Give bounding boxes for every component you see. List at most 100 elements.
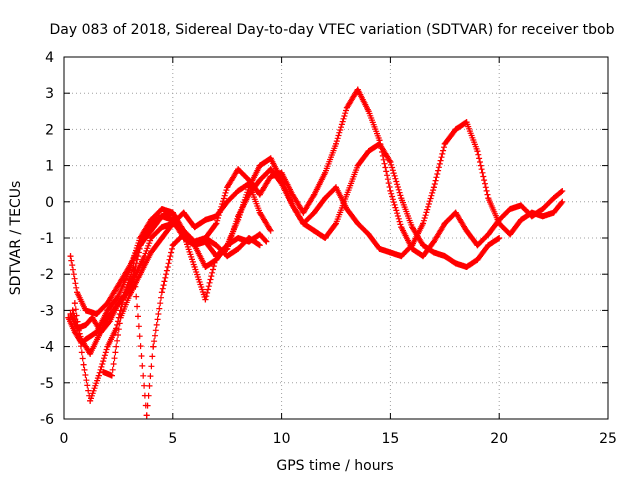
data-point	[398, 253, 405, 260]
data-point	[124, 289, 131, 296]
data-point	[130, 263, 137, 270]
data-point	[463, 227, 470, 234]
data-point	[463, 119, 470, 126]
data-point	[191, 224, 198, 231]
data-point	[235, 166, 242, 173]
data-point	[507, 231, 514, 238]
x-tick-label: 20	[490, 431, 508, 447]
data-point	[496, 220, 503, 227]
data-point	[148, 249, 155, 256]
y-tick-label: -1	[40, 231, 54, 247]
chart-title: Day 083 of 2018, Sidereal Day-to-day VTE…	[49, 22, 614, 38]
data-point	[278, 177, 285, 184]
y-tick-label: -5	[40, 376, 54, 392]
y-axis-label: SDTVAR / TECUs	[8, 181, 24, 296]
data-point	[169, 242, 176, 249]
data-point	[213, 242, 220, 249]
data-point	[289, 202, 296, 209]
x-tick-label: 25	[599, 431, 617, 447]
data-point	[80, 361, 87, 368]
data-point	[365, 108, 372, 115]
data-point	[82, 307, 89, 314]
data-point	[409, 224, 416, 231]
data-point	[148, 235, 155, 241]
data-point	[202, 235, 209, 241]
data-point	[289, 191, 296, 198]
data-point	[202, 296, 209, 303]
y-tick-label: 4	[45, 50, 54, 66]
data-point	[267, 166, 274, 173]
data-point	[169, 220, 176, 227]
data-point	[343, 104, 350, 111]
data-point	[143, 412, 150, 419]
data-point	[376, 245, 383, 252]
data-point	[158, 235, 165, 241]
x-tick-label: 15	[381, 431, 399, 447]
data-point	[115, 300, 122, 307]
data-point	[235, 235, 242, 241]
series-markers	[65, 86, 565, 346]
y-tick-label: -2	[40, 267, 54, 283]
y-tick-label: 3	[45, 86, 54, 102]
data-point	[256, 231, 263, 238]
data-point	[106, 318, 113, 325]
data-point	[191, 263, 198, 270]
data-point	[559, 187, 566, 194]
data-point	[430, 238, 437, 245]
data-point	[485, 242, 492, 249]
series-markers	[67, 119, 565, 317]
data-point	[267, 227, 274, 234]
data-point	[420, 242, 427, 249]
series-markers	[69, 140, 502, 357]
data-point	[463, 263, 470, 270]
data-point	[365, 231, 372, 238]
data-point	[213, 220, 220, 227]
data-point	[322, 169, 329, 176]
data-point	[95, 332, 102, 339]
data-point	[78, 336, 85, 343]
data-point	[333, 184, 339, 191]
data-point	[452, 126, 459, 133]
data-point	[376, 140, 383, 147]
data-point	[322, 195, 329, 202]
data-point	[169, 209, 176, 216]
grid	[64, 57, 608, 419]
data-point	[180, 227, 187, 234]
x-tick-label: 10	[273, 431, 291, 447]
data-point	[333, 220, 339, 227]
data-point	[158, 224, 165, 231]
data-series	[100, 180, 274, 379]
data-point	[93, 311, 100, 318]
data-point	[322, 235, 329, 241]
data-point	[115, 282, 122, 289]
data-point	[104, 343, 111, 350]
data-point	[409, 242, 416, 249]
data-point	[420, 220, 427, 227]
data-point	[235, 187, 242, 194]
data-point	[474, 256, 481, 263]
data-point	[245, 180, 252, 187]
data-point	[550, 195, 557, 202]
data-point	[430, 249, 437, 256]
data-point	[517, 202, 524, 209]
x-tick-label: 5	[168, 431, 177, 447]
data-point	[263, 238, 270, 245]
data-point	[69, 307, 76, 314]
data-point	[71, 300, 78, 307]
data-point	[452, 209, 459, 216]
data-point	[441, 140, 448, 147]
data-point	[71, 329, 78, 336]
data-point	[224, 242, 231, 249]
data-point	[108, 372, 115, 379]
data-point	[441, 253, 448, 260]
data-point	[485, 195, 492, 202]
data-point	[430, 184, 437, 191]
data-point	[180, 209, 187, 216]
data-point	[300, 220, 307, 227]
data-point	[87, 397, 94, 404]
y-tick-label: -6	[40, 412, 54, 428]
data-point	[224, 253, 231, 260]
data-point	[311, 227, 318, 234]
data-point	[343, 206, 350, 213]
